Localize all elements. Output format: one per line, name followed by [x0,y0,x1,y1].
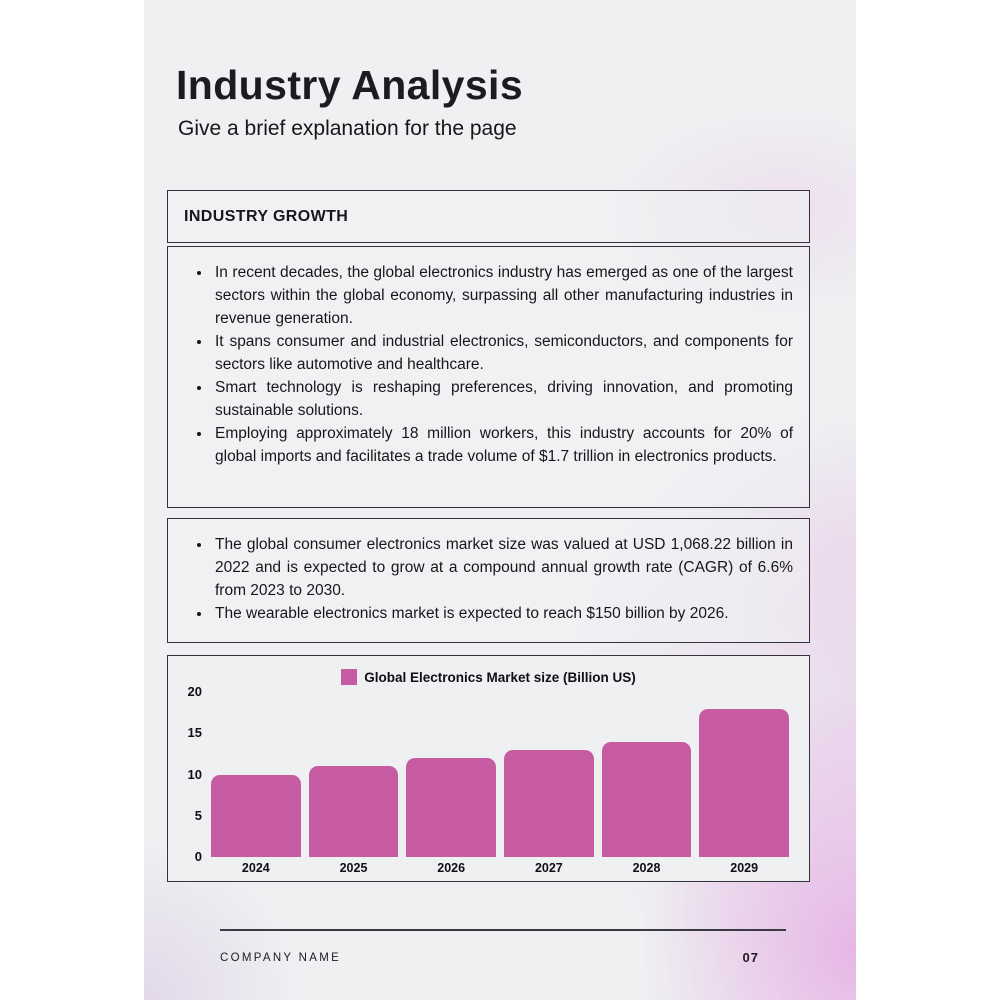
chart-plot-area [211,692,790,857]
bar [601,741,692,857]
industry-growth-body-box: In recent decades, the global electronic… [167,246,810,508]
market-size-bullet-list: The global consumer electronics market s… [212,533,793,625]
y-tick-label: 0 [194,849,202,864]
page-number: 07 [742,950,759,965]
y-tick-label: 15 [187,725,202,741]
chart-y-axis: 0 5 10 15 20 [168,684,202,864]
page-title: Industry Analysis [176,62,524,108]
industry-growth-bullet-list: In recent decades, the global electronic… [212,261,793,468]
bullet-item: Employing approximately 18 million worke… [212,422,793,468]
x-tick-label: 2028 [632,861,661,875]
legend-label: Global Electronics Market size (Billion … [364,669,636,685]
chart-x-axis: 2024 2025 2026 2027 2028 2029 [211,861,789,879]
bullet-item: Smart technology is reshaping preference… [212,376,793,422]
y-tick-label: 10 [187,766,202,782]
bullet-item: It spans consumer and industrial electro… [212,330,793,376]
industry-growth-heading: INDUSTRY GROWTH [184,207,349,225]
market-size-bar-chart: Global Electronics Market size (Billion … [167,655,810,882]
chart-bars [211,692,790,857]
bar [504,749,594,857]
bullet-item: The global consumer electronics market s… [212,533,793,602]
company-name: COMPANY NAME [220,951,342,964]
chart-legend: Global Electronics Market size (Billion … [168,669,809,685]
bar [308,766,399,857]
x-tick-label: 2027 [534,861,563,875]
x-tick-label: 2029 [730,861,759,875]
bar [699,708,790,857]
bullet-item: In recent decades, the global electronic… [212,261,793,330]
x-tick-label: 2025 [339,861,368,875]
market-size-box: The global consumer electronics market s… [167,518,810,643]
report-page: Industry Analysis Give a brief explanati… [144,0,856,1000]
footer-divider [220,929,786,931]
bullet-item: The wearable electronics market is expec… [212,602,793,625]
legend-swatch-icon [341,669,358,685]
x-tick-label: 2026 [437,861,466,875]
bar [406,758,497,857]
y-tick-label: 20 [187,684,202,699]
bar [211,774,301,857]
industry-growth-header-box: INDUSTRY GROWTH [167,190,810,243]
page-subtitle: Give a brief explanation for the page [178,117,517,140]
x-tick-label: 2024 [241,861,270,875]
y-tick-label: 5 [194,807,202,823]
footer: COMPANY NAME 07 [220,950,786,965]
